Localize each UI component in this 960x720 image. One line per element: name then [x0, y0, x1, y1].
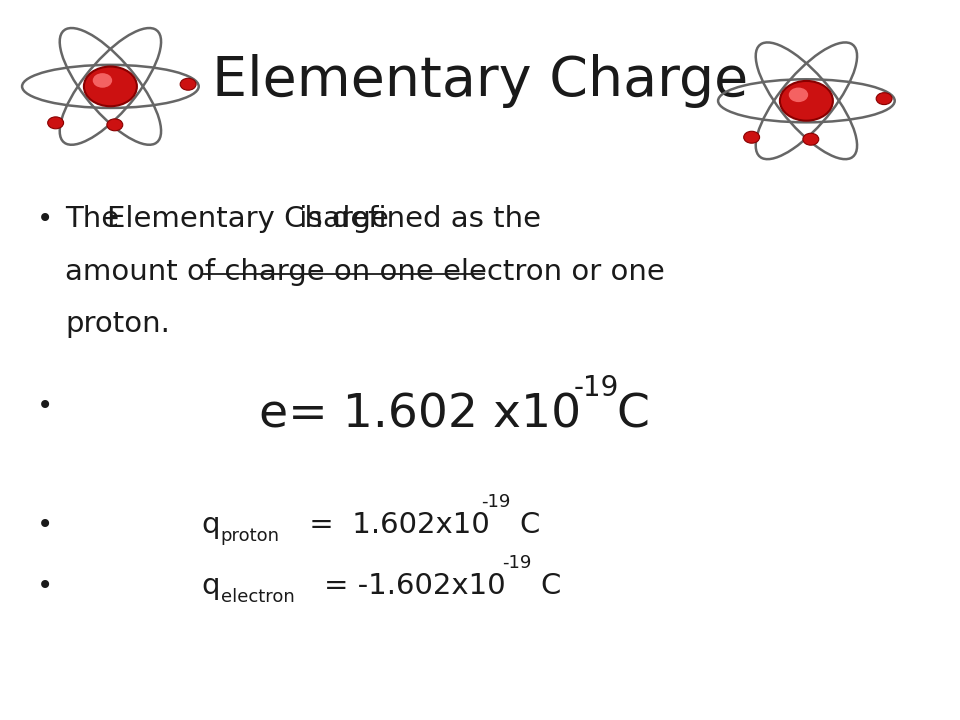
Text: C: C [616, 392, 649, 437]
Text: Elementary Charge: Elementary Charge [107, 205, 388, 233]
Text: -19: -19 [481, 493, 511, 511]
Text: proton: proton [221, 527, 279, 545]
Circle shape [803, 133, 819, 145]
Text: amount of charge on one electron or one: amount of charge on one electron or one [65, 258, 665, 286]
Text: = -1.602x10: = -1.602x10 [324, 572, 506, 600]
Text: Elementary Charge: Elementary Charge [212, 54, 748, 108]
Text: q: q [202, 511, 220, 539]
Circle shape [84, 66, 137, 107]
Circle shape [876, 93, 892, 104]
Circle shape [107, 119, 123, 131]
Text: =  1.602x10: = 1.602x10 [300, 511, 491, 539]
Circle shape [93, 73, 112, 88]
Text: The: The [65, 205, 129, 233]
Circle shape [780, 81, 833, 121]
Text: C: C [519, 511, 540, 539]
Circle shape [48, 117, 63, 129]
Text: -19: -19 [574, 374, 619, 402]
Circle shape [789, 88, 808, 102]
Circle shape [744, 131, 759, 143]
Text: -19: -19 [502, 554, 532, 572]
Text: q: q [202, 572, 220, 600]
Circle shape [180, 78, 196, 90]
Text: electron: electron [221, 588, 295, 606]
Text: •: • [36, 511, 53, 539]
Text: is defined as the: is defined as the [290, 205, 540, 233]
Text: e= 1.602 x10: e= 1.602 x10 [259, 392, 582, 437]
Text: •: • [36, 205, 53, 233]
Text: C: C [540, 572, 561, 600]
Text: •: • [36, 392, 53, 420]
Text: proton.: proton. [65, 310, 170, 338]
Text: •: • [36, 572, 53, 600]
